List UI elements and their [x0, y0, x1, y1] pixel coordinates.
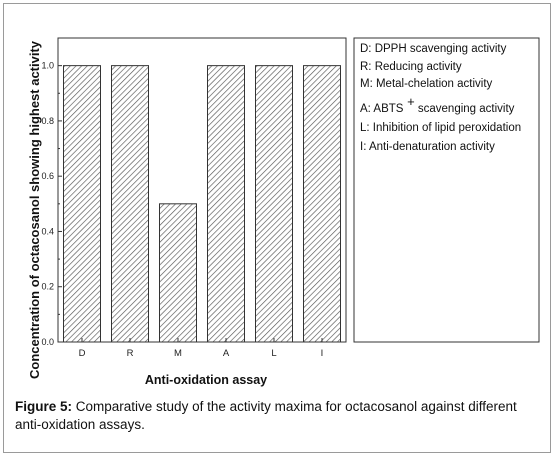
plot-frame [57, 37, 347, 343]
y-tick-label: 0.4 [41, 226, 54, 236]
bar-I [303, 65, 341, 343]
legend-box [353, 37, 540, 343]
legend-entry: I: Anti-denaturation activity [360, 141, 495, 153]
caption-label: Figure 5: [15, 399, 73, 414]
legend-entry: L: Inhibition of lipid peroxidation [360, 122, 521, 134]
x-tick-label: I [321, 348, 324, 359]
legend-entry: M: Metal-chelation activity [360, 78, 493, 90]
bar-L [255, 65, 293, 343]
x-tick-label: L [271, 348, 276, 359]
figure-caption: Figure 5: Comparative study of the activ… [15, 398, 540, 434]
x-tick-label: D [79, 348, 86, 359]
y-axis-label: Concentration of octacosanol showing hig… [27, 40, 42, 379]
y-tick-label: 0.8 [41, 116, 54, 126]
legend-entry: R: Reducing activity [360, 61, 462, 73]
y-tick-label: 0.2 [41, 282, 54, 292]
x-tick-label: M [174, 348, 182, 359]
y-tick-label: 0.0 [41, 337, 54, 347]
y-tick-label: 0.6 [41, 171, 54, 181]
x-axis-label: Anti-oxidation assay [145, 373, 267, 387]
axis-ticks: 0.0 0.2 0.4 0.6 0.8 1.0 [41, 61, 62, 347]
bar-D [63, 65, 101, 343]
x-tick-label: A [223, 348, 230, 359]
x-tick-label: R [127, 348, 134, 359]
bar-A [207, 65, 245, 343]
legend: D: DPPH scavenging activity R: Reducing a… [353, 37, 540, 343]
legend-entry: D: DPPH scavenging activity [360, 43, 507, 55]
caption-text: Comparative study of the activity maxima… [15, 399, 517, 432]
bar-chart: Concentration of octacosanol showing hig… [27, 37, 540, 387]
bar-R [111, 65, 149, 343]
y-tick-label: 1.0 [41, 61, 54, 71]
bar-M [159, 203, 197, 343]
